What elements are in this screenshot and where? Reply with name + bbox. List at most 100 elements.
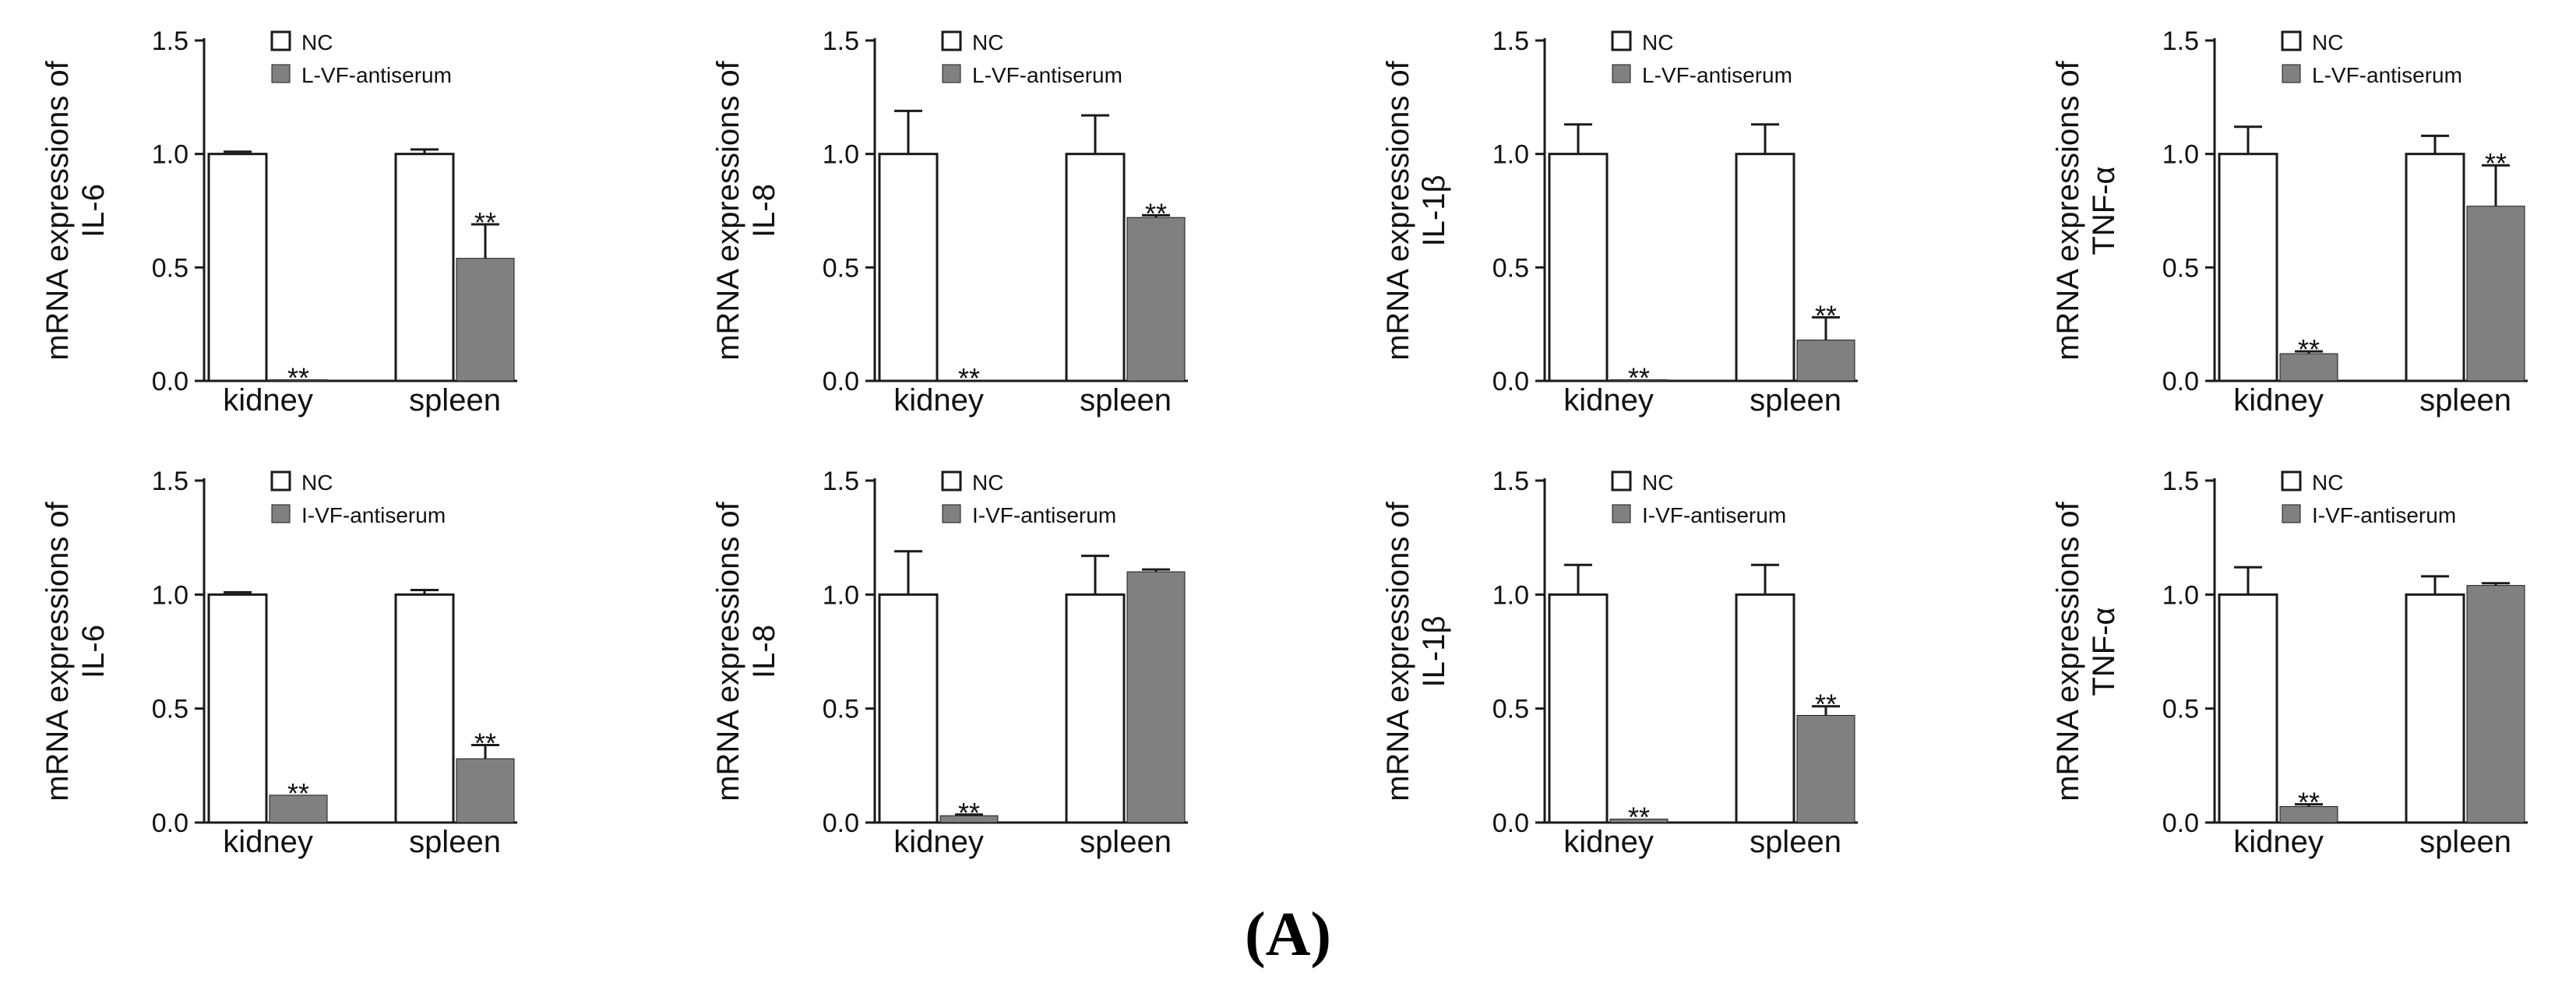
bar-treated-spleen bbox=[456, 758, 515, 823]
x-category-label: kidney bbox=[223, 383, 313, 418]
y-tick-label: 1.5 bbox=[1492, 26, 1529, 56]
y-axis-label-line2: TNF-α bbox=[2087, 607, 2121, 696]
bar-treated-spleen bbox=[456, 258, 515, 382]
y-axis-label-line1: mRNA expressions of bbox=[2051, 501, 2085, 801]
bar-treated-spleen bbox=[1126, 571, 1186, 823]
legend-label-treated: L-VF-antiserum bbox=[301, 63, 452, 87]
bar-nc-kidney bbox=[207, 593, 268, 824]
bar-nc-kidney bbox=[207, 153, 268, 382]
x-category-label: spleen bbox=[1080, 825, 1172, 859]
legend-label-nc: NC bbox=[1642, 470, 1673, 495]
bar-nc-kidney bbox=[878, 153, 939, 382]
x-category-label: kidney bbox=[2233, 825, 2324, 859]
x-category-label: kidney bbox=[1563, 383, 1654, 418]
significance-marker: ** bbox=[2298, 787, 2320, 819]
y-axis-label-line2: IL-8 bbox=[747, 184, 781, 238]
x-category-label: spleen bbox=[409, 825, 501, 859]
chart-panel-1: mRNA expressions ofIL-60.00.51.01.5**kid… bbox=[41, 26, 517, 418]
legend-swatch-treated bbox=[2282, 504, 2301, 523]
y-axis-label-line2: IL-6 bbox=[76, 184, 111, 238]
y-axis-label: mRNA expressions ofIL-1β bbox=[1381, 501, 1451, 801]
x-category-label: spleen bbox=[1750, 383, 1841, 418]
bar-nc-spleen bbox=[1065, 153, 1126, 382]
significance-marker: ** bbox=[287, 362, 309, 394]
x-category-label: spleen bbox=[1080, 383, 1172, 418]
y-tick-label: 1.5 bbox=[2162, 26, 2199, 56]
y-tick-label: 1.5 bbox=[823, 467, 859, 496]
y-axis-label: mRNA expressions ofIL-8 bbox=[711, 501, 781, 801]
y-tick-label: 1.5 bbox=[823, 26, 859, 56]
legend-swatch-treated bbox=[942, 64, 961, 83]
y-axis-label: mRNA expressions ofTNF-α bbox=[2051, 60, 2121, 360]
bar-nc-kidney bbox=[2218, 593, 2278, 824]
y-axis-label: mRNA expressions ofIL-6 bbox=[41, 60, 111, 360]
y-tick-label: 1.0 bbox=[1492, 580, 1529, 610]
bar-nc-kidney bbox=[2218, 153, 2278, 382]
x-category-label: spleen bbox=[1750, 825, 1841, 859]
significance-marker: ** bbox=[1628, 362, 1650, 394]
x-category-label: spleen bbox=[2419, 383, 2511, 418]
y-axis-label-line2: IL-1β bbox=[1417, 175, 1451, 247]
legend-swatch-nc bbox=[270, 470, 291, 492]
bar-treated-kidney bbox=[2279, 353, 2338, 382]
y-axis-label-line1: mRNA expressions of bbox=[1381, 501, 1415, 801]
y-tick-label: 1.0 bbox=[823, 580, 859, 610]
x-category-label: spleen bbox=[2419, 825, 2511, 859]
x-category-label: kidney bbox=[2233, 383, 2324, 418]
chart-panel-2: mRNA expressions ofIL-80.00.51.01.5**kid… bbox=[711, 26, 1188, 418]
significance-marker: ** bbox=[474, 206, 496, 238]
y-tick-label: 0.0 bbox=[1492, 367, 1529, 396]
legend-label-nc: NC bbox=[301, 30, 333, 55]
y-axis-label: mRNA expressions ofIL-1β bbox=[1381, 60, 1451, 360]
legend-swatch-treated bbox=[1612, 64, 1631, 83]
bar-nc-spleen bbox=[2405, 153, 2465, 382]
legend-label-treated: I-VF-antiserum bbox=[301, 503, 446, 527]
y-axis-label-line1: mRNA expressions of bbox=[2051, 60, 2085, 360]
y-tick-label: 0.0 bbox=[152, 367, 189, 396]
y-axis-label-line2: IL-1β bbox=[1417, 616, 1451, 688]
y-tick-label: 1.0 bbox=[823, 140, 859, 170]
legend-label-treated: I-VF-antiserum bbox=[1642, 503, 1786, 527]
legend-label-nc: NC bbox=[972, 30, 1003, 55]
legend-swatch-treated bbox=[271, 64, 291, 83]
significance-marker: ** bbox=[958, 797, 980, 829]
y-tick-label: 0.5 bbox=[1492, 253, 1529, 283]
legend-swatch-nc bbox=[2281, 30, 2302, 51]
y-tick-label: 0.0 bbox=[1492, 809, 1529, 838]
bar-treated-spleen bbox=[1796, 340, 1855, 382]
bar-treated-kidney bbox=[269, 795, 328, 823]
y-tick-label: 1.0 bbox=[1492, 140, 1529, 170]
bar-nc-spleen bbox=[1065, 593, 1126, 824]
bar-treated-spleen bbox=[2466, 206, 2525, 382]
y-tick-label: 0.5 bbox=[152, 253, 189, 283]
y-axis-label-line1: mRNA expressions of bbox=[41, 501, 75, 801]
bar-treated-kidney bbox=[1609, 819, 1669, 823]
significance-marker: ** bbox=[474, 727, 496, 759]
y-axis-label-line1: mRNA expressions of bbox=[711, 60, 745, 360]
legend-swatch-treated bbox=[2282, 64, 2301, 83]
legend-label-nc: NC bbox=[2312, 470, 2343, 495]
bar-nc-spleen bbox=[2405, 593, 2465, 824]
y-tick-label: 0.0 bbox=[2162, 809, 2199, 838]
significance-marker: ** bbox=[1815, 299, 1837, 331]
y-tick-label: 1.0 bbox=[152, 580, 189, 610]
legend-swatch-treated bbox=[1612, 504, 1631, 523]
y-tick-label: 0.5 bbox=[152, 695, 189, 724]
y-tick-label: 1.5 bbox=[1492, 467, 1529, 496]
y-tick-label: 0.0 bbox=[2162, 367, 2199, 396]
y-tick-label: 0.5 bbox=[823, 695, 859, 724]
legend-label-nc: NC bbox=[972, 470, 1003, 495]
y-axis-label: mRNA expressions ofIL-8 bbox=[711, 60, 781, 360]
y-tick-label: 1.0 bbox=[152, 140, 189, 170]
bar-treated-spleen bbox=[1126, 217, 1186, 382]
legend-swatch-nc bbox=[941, 470, 962, 492]
legend-swatch-nc bbox=[1611, 30, 1632, 51]
chart-panel-4: mRNA expressions ofTNF-α 0.0 0.5 1.0 1.5 ** ki… bbox=[2051, 26, 2528, 418]
y-axis-label-line2: TNF-α bbox=[2087, 166, 2121, 255]
panel-label: (A) bbox=[1244, 900, 1332, 969]
legend-swatch-nc bbox=[270, 30, 291, 51]
y-axis-label-line1: mRNA expressions of bbox=[41, 60, 75, 360]
y-tick-label: 0.5 bbox=[2162, 253, 2199, 283]
significance-marker: ** bbox=[1628, 802, 1650, 833]
